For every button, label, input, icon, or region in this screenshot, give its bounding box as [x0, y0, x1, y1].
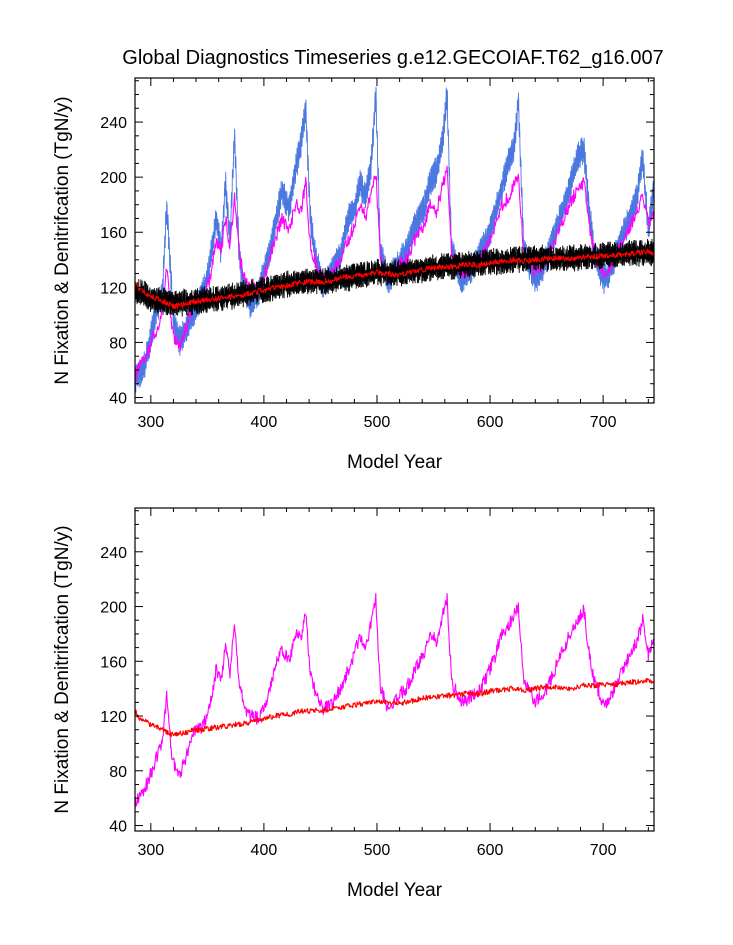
y-axis-label: N Fixation & Denitrifcation (TgN/y)	[52, 525, 73, 813]
series-group	[135, 86, 654, 393]
y-tick-label: 160	[100, 225, 127, 242]
x-axis-label: Model Year	[347, 880, 443, 901]
x-tick-label: 700	[590, 842, 617, 859]
x-tick-label: 500	[364, 842, 391, 859]
series-line-n-fixation-monthly	[135, 86, 654, 393]
y-tick-label: 80	[109, 335, 127, 352]
x-tick-label: 700	[590, 414, 617, 431]
series-group	[135, 593, 654, 810]
y-tick-label: 40	[109, 819, 127, 836]
top-panel: 300 400 500 600 700 40 80 120 160 200 240 Model Yea…	[52, 77, 655, 473]
y-tick-label: 120	[100, 280, 127, 297]
x-tick-label: 400	[251, 414, 278, 431]
y-tick-label: 160	[100, 654, 127, 671]
x-tick-label: 500	[364, 414, 391, 431]
y-tick-label: 80	[109, 764, 127, 781]
x-tick-label: 600	[477, 414, 504, 431]
y-tick-label: 40	[109, 390, 127, 407]
x-tick-label: 300	[137, 842, 164, 859]
x-tick-label: 400	[251, 842, 278, 859]
plot-frame	[134, 77, 655, 404]
series-line-denitrification-annual-mean	[135, 248, 654, 310]
series-line-denitrification-monthly	[135, 238, 654, 317]
y-tick-label: 200	[100, 170, 127, 187]
bottom-panel: 300 400 500 600 700 40 80 120 160 200 240 Model Yea…	[52, 507, 655, 901]
series-line-denitrification-annual-mean	[135, 678, 654, 738]
plot-frame	[134, 507, 655, 832]
y-tick-label: 120	[100, 709, 127, 726]
y-tick-label: 200	[100, 600, 127, 617]
figure-title: Global Diagnostics Timeseries g.e12.GECO…	[122, 47, 663, 69]
y-tick-label: 240	[100, 115, 127, 132]
x-tick-label: 600	[477, 842, 504, 859]
x-tick-label: 300	[137, 414, 164, 431]
y-tick-label: 240	[100, 545, 127, 562]
y-axis-label: N Fixation & Denitrifcation (TgN/y)	[52, 96, 73, 384]
x-axis-label: Model Year	[347, 452, 443, 473]
